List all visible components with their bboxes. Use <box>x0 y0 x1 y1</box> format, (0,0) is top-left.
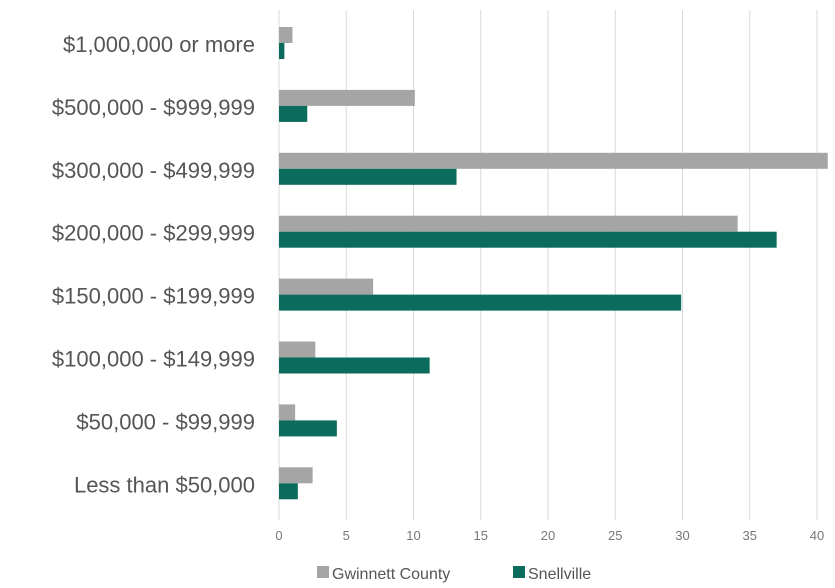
x-tick-label: 0 <box>275 528 282 543</box>
category-label: $300,000 - $499,999 <box>52 158 255 183</box>
x-tick-label: 10 <box>406 528 420 543</box>
bar-gwinnett-county <box>279 27 293 43</box>
bar-gwinnett-county <box>279 341 316 358</box>
bar-gwinnett-county <box>279 404 296 421</box>
category-label: $500,000 - $999,999 <box>52 95 255 120</box>
legend-label-gwinnett: Gwinnett County <box>332 566 450 583</box>
legend: Gwinnett County Snellville <box>317 566 591 583</box>
category-label: $200,000 - $299,999 <box>52 221 255 246</box>
bar-snellville <box>279 231 777 248</box>
grid-layer <box>278 10 818 520</box>
x-tick-label: 30 <box>675 528 689 543</box>
bar-gwinnett-county <box>279 467 313 484</box>
bar-gwinnett-county <box>279 89 415 106</box>
legend-swatch-gwinnett <box>317 566 329 578</box>
x-tick-label: 35 <box>743 528 757 543</box>
bar-gwinnett-county <box>279 215 738 232</box>
x-tick-label: 40 <box>810 528 824 543</box>
bar-gwinnett-county <box>279 278 374 295</box>
bar-snellville <box>279 168 457 185</box>
bar-snellville <box>279 420 337 437</box>
x-tick-label: 25 <box>608 528 622 543</box>
category-label: $150,000 - $199,999 <box>52 284 255 309</box>
bar-snellville <box>279 294 682 311</box>
x-tick-label: 15 <box>474 528 488 543</box>
x-tick-label: 20 <box>541 528 555 543</box>
legend-label-snellville: Snellville <box>528 566 591 583</box>
bar-snellville <box>279 43 285 59</box>
category-axis: $1,000,000 or more $500,000 - $999,999 $30… <box>52 32 255 497</box>
bar-snellville <box>279 105 308 122</box>
bar-gwinnett-county <box>279 152 828 169</box>
bar-snellville <box>279 357 430 374</box>
category-label: $1,000,000 or more <box>63 32 255 57</box>
category-label: Less than $50,000 <box>74 472 255 497</box>
bar-snellville <box>279 483 298 500</box>
category-label: $100,000 - $149,999 <box>52 347 255 372</box>
bars-layer <box>279 27 828 500</box>
x-tick-label: 5 <box>343 528 350 543</box>
legend-swatch-snellville <box>513 566 525 578</box>
value-axis: 0 5 10 15 20 25 30 35 40 <box>275 528 824 543</box>
category-label: $50,000 - $99,999 <box>76 409 255 434</box>
